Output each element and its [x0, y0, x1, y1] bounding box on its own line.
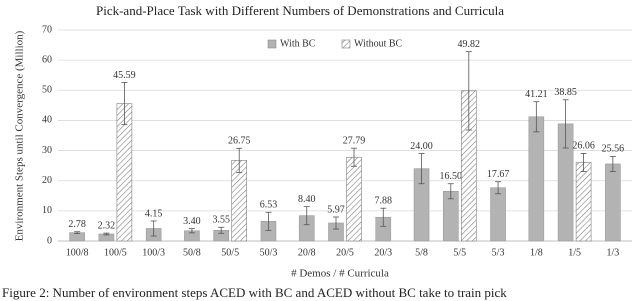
x-tick-label: 20/8	[298, 247, 316, 258]
y-tick-label: 60	[42, 54, 52, 65]
y-tick-label: 30	[42, 145, 52, 156]
bar	[490, 187, 506, 242]
legend-swatch	[341, 39, 351, 49]
x-tick-label: 5/5	[453, 247, 466, 258]
y-tick-label: 20	[42, 175, 52, 186]
legend-label: With BC	[280, 38, 316, 49]
data-label: 7.88	[375, 196, 393, 207]
y-tick-label: 40	[42, 115, 52, 126]
data-label: 49.82	[458, 39, 481, 50]
bar	[346, 156, 362, 242]
data-label: 2.32	[98, 220, 116, 231]
bar	[605, 163, 621, 242]
y-tick-label: 10	[42, 205, 52, 216]
bar	[575, 162, 592, 242]
x-tick-label: 1/5	[568, 247, 581, 258]
data-label: 6.53	[260, 200, 278, 211]
x-tick-label: 100/8	[66, 247, 89, 258]
data-label: 24.00	[410, 141, 433, 152]
x-tick-label: 50/5	[221, 247, 239, 258]
x-tick-label: 100/3	[142, 247, 165, 258]
x-tick-label: 1/3	[606, 247, 619, 258]
x-tick-label: 5/8	[415, 247, 428, 258]
y-tick-label: 70	[42, 24, 52, 35]
data-label: 41.21	[525, 89, 548, 100]
data-label: 3.55	[212, 215, 230, 226]
data-label: 17.67	[487, 169, 510, 180]
x-tick-label: 20/3	[374, 247, 392, 258]
data-label: 16.50	[440, 171, 463, 182]
data-label: 45.59	[113, 70, 136, 81]
x-tick-label: 100/5	[104, 247, 127, 258]
x-tick-label: 5/3	[492, 247, 505, 258]
data-label: 27.79	[343, 135, 366, 146]
data-label: 26.06	[572, 141, 595, 152]
bar	[528, 116, 545, 242]
y-tick-label: 50	[42, 85, 52, 96]
data-label: 38.85	[554, 87, 577, 98]
x-axis-title: # Demos / # Curricula	[291, 268, 389, 280]
caption: Figure 2: Number of environment steps AC…	[2, 285, 507, 300]
data-label: 3.40	[183, 216, 201, 227]
data-label: 2.78	[68, 219, 86, 230]
chart-title: Pick-and-Place Task with Different Numbe…	[96, 3, 504, 18]
data-label: 26.75	[228, 136, 251, 147]
y-axis-title: Environment Steps until Convergence (Mil…	[14, 30, 26, 241]
x-tick-label: 1/8	[530, 247, 543, 258]
y-tick-label: 0	[47, 235, 52, 246]
data-label: 5.97	[327, 204, 345, 215]
legend-swatch	[267, 39, 277, 49]
data-label: 25.56	[602, 144, 625, 155]
data-label: 8.40	[298, 194, 316, 205]
data-label: 4.15	[145, 208, 163, 219]
x-tick-label: 50/3	[260, 247, 278, 258]
legend-label: Without BC	[354, 38, 403, 49]
x-tick-label: 20/5	[336, 247, 354, 258]
x-tick-label: 50/8	[183, 247, 201, 258]
